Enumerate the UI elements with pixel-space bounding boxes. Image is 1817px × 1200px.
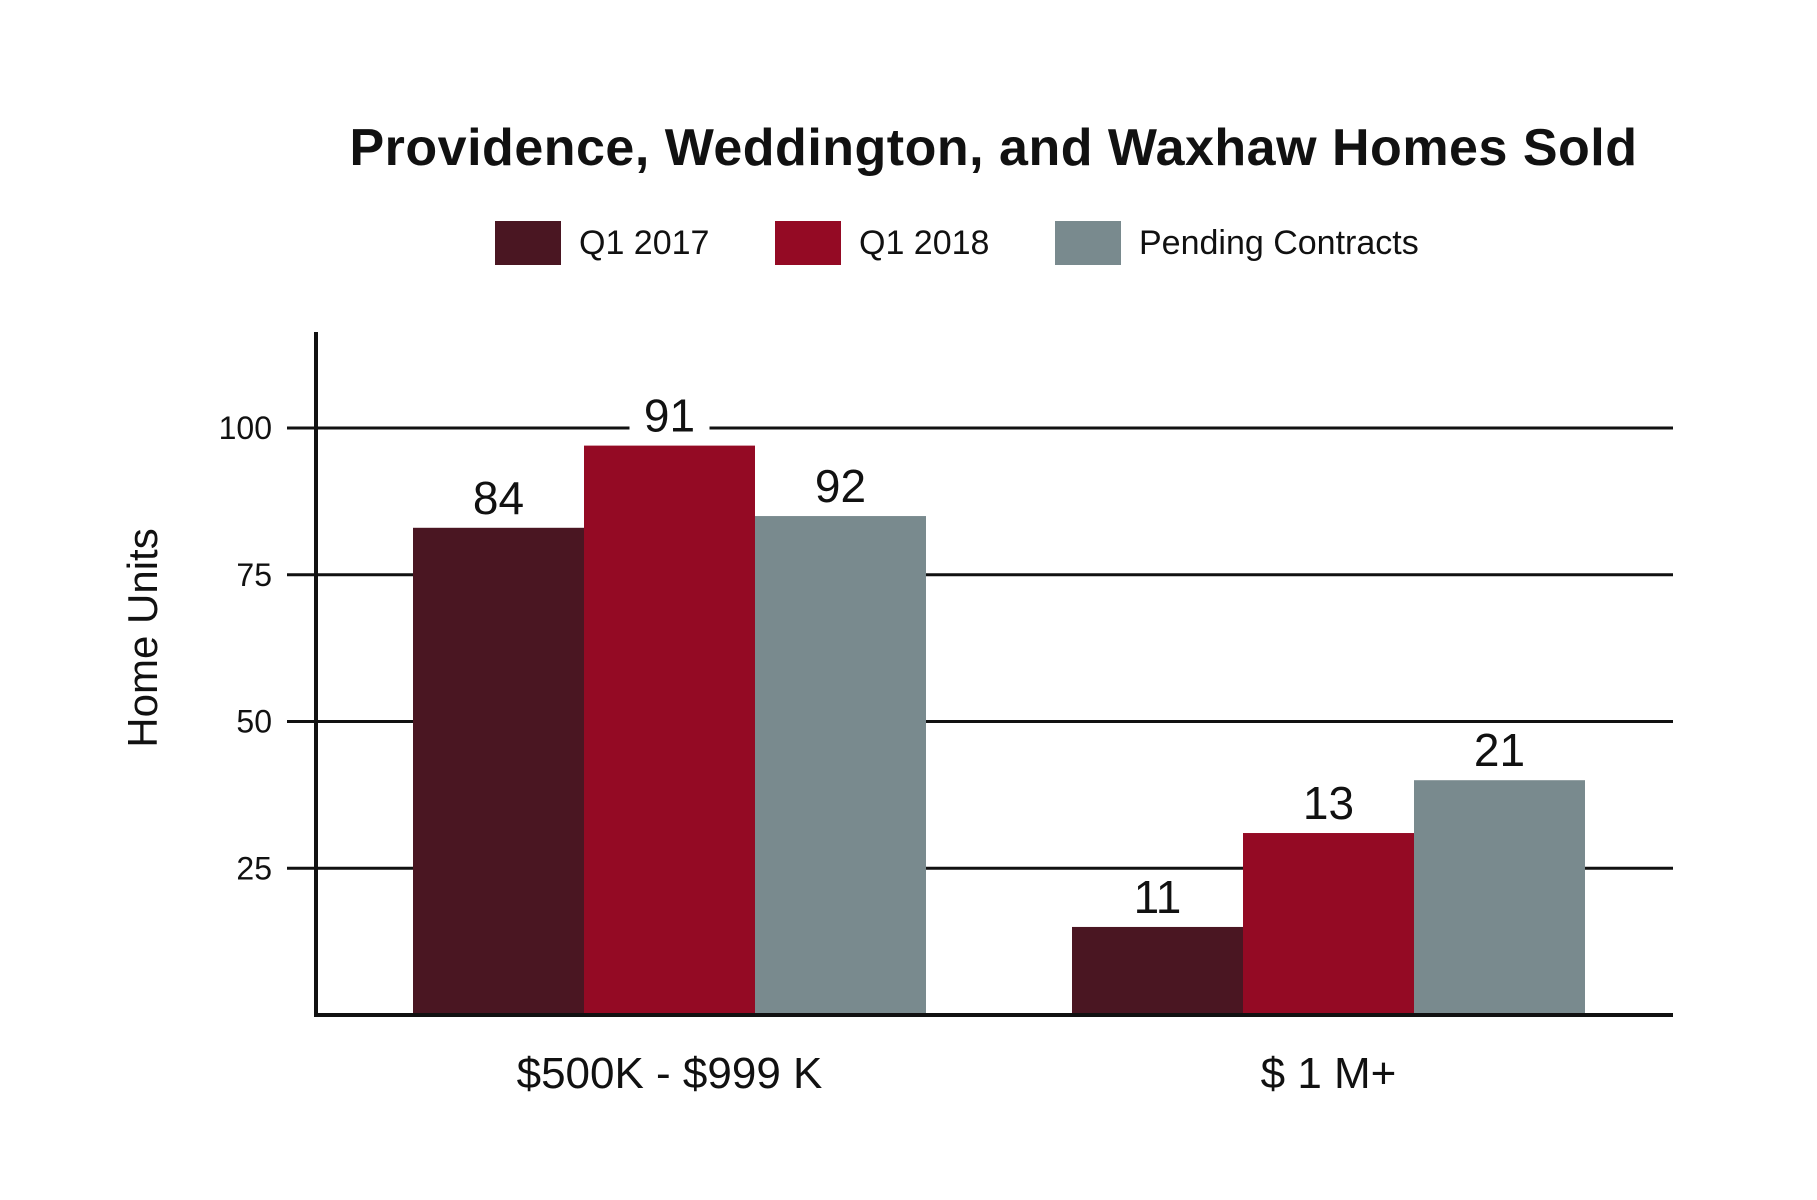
value-label-bg-3-2 <box>1459 724 1540 775</box>
value-label-bg-2-2 <box>1288 777 1369 828</box>
value-label-2-2: 13 <box>1303 777 1354 829</box>
legend-swatch-3 <box>1055 221 1121 265</box>
y-tick-label-100: 100 <box>219 410 272 446</box>
y-tick-label-25: 25 <box>236 850 272 886</box>
value-label-bg-3-1 <box>800 460 881 511</box>
legend-item-3: Pending Contracts <box>1055 218 1419 268</box>
value-label-bg-2-1 <box>629 389 710 440</box>
category-label-2: $ 1 M+ <box>1261 1049 1397 1098</box>
value-label-1-1: 84 <box>473 472 524 524</box>
bar-3-2 <box>1414 780 1585 1015</box>
y-axis-label: Home Units <box>119 528 166 747</box>
legend-item-1: Q1 2017 <box>495 218 709 268</box>
value-label-bg-1-1 <box>458 471 539 522</box>
value-label-1-2: 11 <box>1134 871 1182 923</box>
bar-3-1 <box>755 516 926 1015</box>
bar-1-2 <box>1072 926 1243 1015</box>
value-label-2-1: 91 <box>644 390 695 442</box>
y-tick-label-75: 75 <box>236 557 272 593</box>
legend: Q1 2017 Q1 2018 Pending Contracts <box>0 218 1817 268</box>
legend-label-2: Q1 2018 <box>859 223 990 262</box>
legend-item-2: Q1 2018 <box>775 218 989 268</box>
legend-label-3: Pending Contracts <box>1139 223 1419 262</box>
value-label-3-2: 21 <box>1474 724 1525 776</box>
y-tick-label-50: 50 <box>236 704 272 740</box>
chart-title: Providence, Weddington, and Waxhaw Homes… <box>349 119 1638 177</box>
legend-swatch-2 <box>775 221 841 265</box>
value-label-bg-1-2 <box>1117 870 1198 921</box>
legend-label-1: Q1 2017 <box>579 223 710 262</box>
legend-swatch-1 <box>495 221 561 265</box>
category-label-1: $500K - $999 K <box>517 1049 823 1098</box>
value-label-3-1: 92 <box>815 460 866 512</box>
bar-2-1 <box>584 445 755 1015</box>
bar-2-2 <box>1243 833 1414 1015</box>
bar-1-1 <box>413 527 584 1015</box>
